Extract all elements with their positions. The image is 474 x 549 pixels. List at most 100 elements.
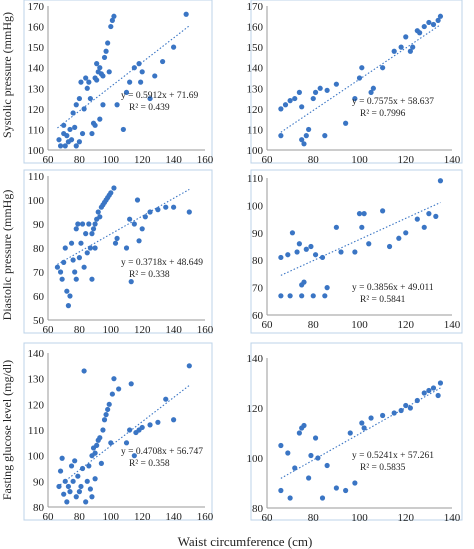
y-tick-label: 140 xyxy=(247,63,264,75)
data-point xyxy=(100,73,106,79)
data-point xyxy=(131,221,137,227)
data-point xyxy=(97,214,103,220)
data-point xyxy=(68,137,75,143)
data-point xyxy=(105,406,111,413)
data-point xyxy=(155,419,161,425)
x-tick-label: 120 xyxy=(134,154,151,166)
data-point xyxy=(296,241,302,247)
data-point xyxy=(70,478,76,484)
data-point xyxy=(61,122,67,128)
data-point xyxy=(139,226,145,232)
data-point xyxy=(368,415,374,421)
data-point xyxy=(410,44,416,50)
data-point xyxy=(319,495,326,501)
data-point xyxy=(398,407,404,414)
x-tick-label: 60 xyxy=(262,154,274,166)
x-tick-label: 140 xyxy=(165,324,182,336)
y-tick-label: 170 xyxy=(247,1,264,13)
data-point xyxy=(315,455,321,461)
data-point xyxy=(62,245,68,251)
data-point xyxy=(386,243,393,250)
data-point xyxy=(435,17,441,23)
data-point xyxy=(301,141,307,147)
regression-equation: y = 0.7575x + 58.637 xyxy=(352,97,434,107)
y-tick-label: 100 xyxy=(28,145,45,157)
data-point xyxy=(65,303,72,309)
panel-frame xyxy=(250,0,463,164)
data-point xyxy=(112,240,119,246)
data-point xyxy=(62,478,68,484)
data-point xyxy=(64,499,70,505)
y-tick-label: 70 xyxy=(252,283,264,295)
data-point xyxy=(81,106,87,112)
y-tick-label: 50 xyxy=(33,315,45,327)
panel-systolic-left: 60 80 100 120 140 160 100 110 120 130 140 150 160 170… xyxy=(23,0,214,166)
data-point xyxy=(301,279,307,285)
y-tick-label: 60 xyxy=(252,310,264,322)
r-squared-label: R² = 0.439 xyxy=(129,103,170,113)
data-point xyxy=(333,224,339,230)
y-tick-label: 170 xyxy=(28,1,45,13)
r-squared-label: R² = 0.5835 xyxy=(360,463,406,473)
y-tick-label: 130 xyxy=(28,83,45,95)
y-tick-label: 80 xyxy=(252,255,264,267)
data-point xyxy=(67,293,73,299)
data-point xyxy=(299,104,305,110)
data-point xyxy=(94,442,100,448)
data-point xyxy=(59,455,65,461)
data-point xyxy=(308,243,314,250)
y-tick-label: 80 xyxy=(33,243,45,255)
data-point xyxy=(296,430,302,436)
data-point xyxy=(81,264,87,270)
y-tick-label: 110 xyxy=(28,171,45,183)
data-point xyxy=(287,98,293,104)
trendline xyxy=(280,201,441,276)
data-point xyxy=(359,65,365,71)
data-point xyxy=(78,240,84,246)
data-point xyxy=(97,435,103,441)
data-point xyxy=(414,216,420,222)
trendline xyxy=(57,188,190,265)
panel-frame xyxy=(23,342,213,521)
data-point xyxy=(417,30,423,36)
data-point xyxy=(303,133,309,139)
x-tick-label: 120 xyxy=(134,511,151,523)
data-point xyxy=(62,143,68,149)
x-tick-label: 60 xyxy=(43,511,55,523)
x-tick-label: 120 xyxy=(398,154,415,166)
data-point xyxy=(83,75,89,81)
y-tick-label: 70 xyxy=(33,267,45,279)
y-tick-label: 160 xyxy=(28,22,45,34)
data-point xyxy=(160,58,166,65)
y-tick-label: 150 xyxy=(28,42,45,54)
data-point xyxy=(435,392,441,399)
data-point xyxy=(147,95,153,102)
data-point xyxy=(61,259,67,265)
data-point xyxy=(76,139,82,145)
x-tick-label: 140 xyxy=(444,319,461,331)
data-point xyxy=(368,89,374,95)
x-tick-label: 100 xyxy=(103,511,120,523)
data-point xyxy=(437,380,444,386)
data-point xyxy=(347,430,353,436)
data-point xyxy=(426,19,432,26)
data-point xyxy=(289,230,296,236)
data-point xyxy=(73,276,79,282)
data-point xyxy=(89,276,95,282)
data-point xyxy=(73,226,79,232)
data-point xyxy=(163,204,169,210)
y-tick-label: 120 xyxy=(247,403,264,415)
y-tick-label: 80 xyxy=(252,503,264,515)
data-point xyxy=(95,209,101,215)
data-point xyxy=(421,224,427,230)
data-point xyxy=(100,102,106,108)
data-point xyxy=(72,458,78,464)
y-tick-label: 130 xyxy=(247,83,264,95)
data-point xyxy=(312,252,319,258)
x-tick-label: 120 xyxy=(398,319,415,331)
x-tick-label: 160 xyxy=(197,154,214,166)
data-point xyxy=(186,363,192,369)
panel-frame xyxy=(250,169,463,334)
y-axis-label-diastolic: Diastolic pressure (mmHg) xyxy=(0,190,14,321)
trendline xyxy=(280,24,441,133)
